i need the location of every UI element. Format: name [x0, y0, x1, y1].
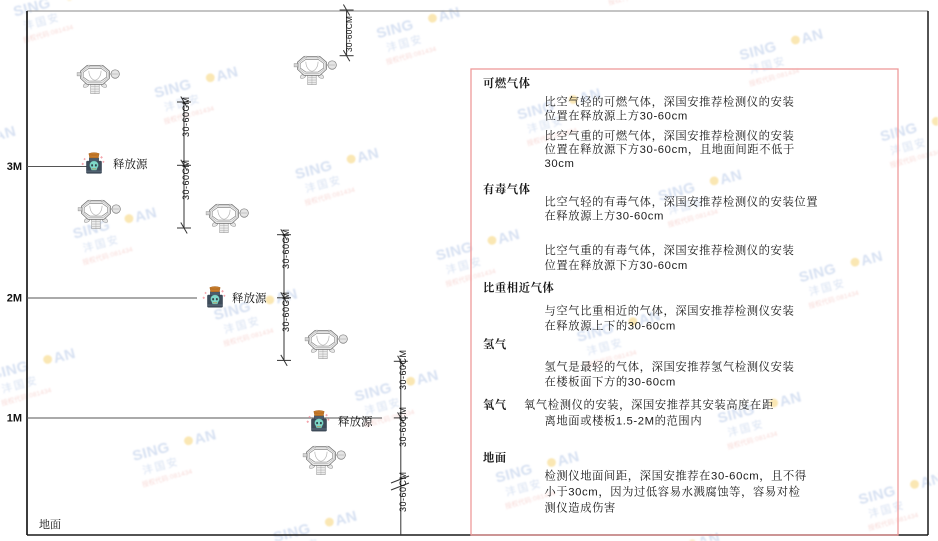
svg-text:释放源: 释放源 [232, 292, 267, 305]
svg-text:1M: 1M [7, 413, 22, 425]
svg-text:30-60CM: 30-60CM [398, 471, 408, 512]
svg-text:比重相近气体: 比重相近气体 [483, 280, 554, 294]
svg-text:在释放源上下的30-60cm: 在释放源上下的30-60cm [545, 318, 676, 332]
svg-text:离地面或楼板1.5-2M的范围内: 离地面或楼板1.5-2M的范围内 [545, 414, 703, 428]
svg-text:与空气比重相近的气体，深国安推荐检测仪安装: 与空气比重相近的气体，深国安推荐检测仪安装 [545, 303, 795, 317]
svg-text:位置在释放源下方30-60cm: 位置在释放源下方30-60cm [545, 258, 688, 272]
svg-text:在楼板面下方的30-60cm: 在楼板面下方的30-60cm [545, 375, 676, 389]
svg-text:在释放源上方30-60cm: 在释放源上方30-60cm [545, 209, 665, 223]
svg-text:释放源: 释放源 [338, 416, 373, 429]
svg-text:30-60CM: 30-60CM [398, 406, 408, 447]
svg-text:氧气: 氧气 [483, 398, 507, 412]
svg-text:比空气重的可燃气体，深国安推荐检测仪的安装: 比空气重的可燃气体，深国安推荐检测仪的安装 [545, 128, 795, 142]
svg-text:可燃气体: 可燃气体 [483, 76, 531, 90]
svg-text:30-60CM: 30-60CM [281, 291, 291, 332]
svg-text:30-60CM: 30-60CM [281, 228, 291, 269]
svg-text:比空气重的有毒气体，深国安推荐检测仪的安装: 比空气重的有毒气体，深国安推荐检测仪的安装 [545, 243, 795, 257]
svg-text:测仪造成伤害: 测仪造成伤害 [545, 501, 616, 515]
svg-text:氧气检测仪的安装，深国安推荐其安装高度在距: 氧气检测仪的安装，深国安推荐其安装高度在距 [524, 398, 774, 412]
svg-text:比空气轻的可燃气体，深国安推荐检测仪的安装: 比空气轻的可燃气体，深国安推荐检测仪的安装 [545, 95, 795, 109]
svg-text:小于30cm，因为过低容易水溅腐蚀等，容易对检: 小于30cm，因为过低容易水溅腐蚀等，容易对检 [545, 485, 801, 499]
svg-text:30cm: 30cm [545, 158, 575, 170]
svg-text:2M: 2M [7, 293, 22, 305]
svg-text:30-60CM: 30-60CM [398, 349, 408, 390]
svg-text:有毒气体: 有毒气体 [483, 182, 531, 196]
svg-text:30-60CM: 30-60CM [181, 159, 191, 200]
svg-text:氢气: 氢气 [483, 337, 507, 351]
svg-text:位置在释放源下方30-60cm，且地面间距不低于: 位置在释放源下方30-60cm，且地面间距不低于 [545, 142, 795, 156]
svg-text:位置在释放源上方30-60cm: 位置在释放源上方30-60cm [545, 109, 688, 123]
svg-text:地面: 地面 [39, 517, 61, 531]
svg-text:30-60CM: 30-60CM [344, 16, 354, 52]
svg-text:比空气轻的有毒气体，深国安推荐检测仪的安装位置: 比空气轻的有毒气体，深国安推荐检测仪的安装位置 [545, 195, 819, 209]
svg-text:3M: 3M [7, 161, 22, 173]
svg-text:检测仪地面间距，深国安推荐在30-60cm，且不得: 检测仪地面间距，深国安推荐在30-60cm，且不得 [545, 469, 807, 483]
svg-text:释放源: 释放源 [113, 158, 148, 171]
svg-text:地面: 地面 [483, 450, 507, 464]
svg-text:氢气是最轻的气体，深国安推荐氢气检测仪安装: 氢气是最轻的气体，深国安推荐氢气检测仪安装 [545, 360, 795, 374]
svg-text:30-60CM: 30-60CM [181, 96, 191, 137]
